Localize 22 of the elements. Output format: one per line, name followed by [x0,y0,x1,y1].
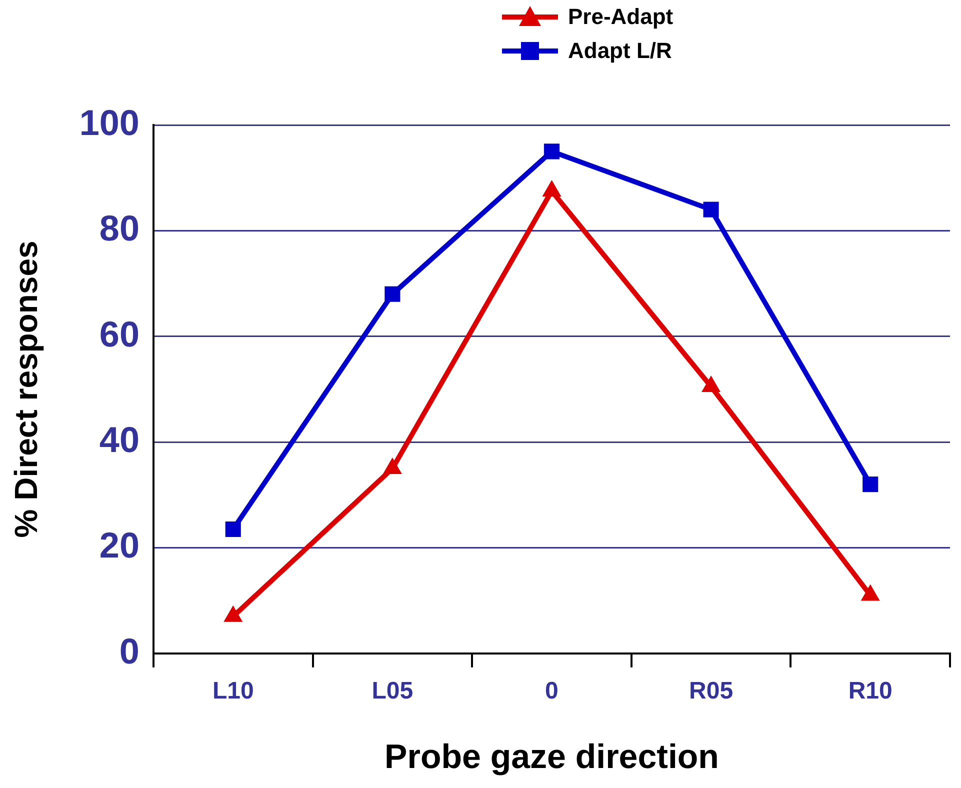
legend-label: Pre-Adapt [568,4,674,30]
point [702,376,721,392]
legend-label: Adapt L/R [568,38,672,64]
point [384,286,400,302]
point [224,605,243,622]
x-axis-title: Probe gaze direction [384,738,719,776]
x-tick-label: L10 [212,677,254,704]
point [544,144,560,160]
y-tick-label: 100 [79,102,140,143]
y-axis-title: % Direct responses [8,240,44,538]
y-tick-label: 80 [99,208,140,249]
y-tick-label: 40 [99,418,140,460]
y-tick-label: 0 [119,630,140,672]
x-tick-label: L05 [372,677,414,704]
point [860,584,880,601]
x-tick-label: 0 [545,677,558,704]
x-tick-label: R10 [848,677,892,704]
y-tick-label: 20 [99,524,140,566]
x-tick-label: R05 [689,677,734,704]
y-tick-label: 60 [99,313,140,354]
point [703,202,719,218]
point [382,457,402,474]
